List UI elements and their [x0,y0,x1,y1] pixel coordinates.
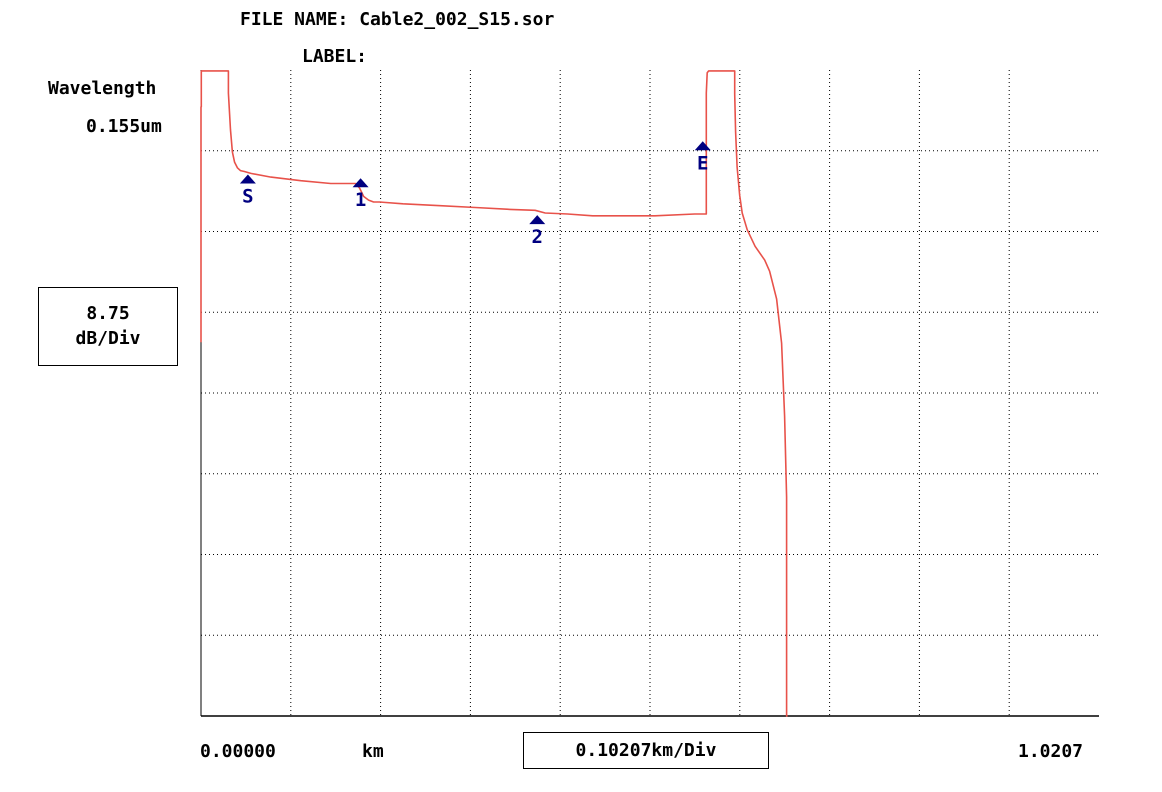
x-scale-box: 0.10207km/Div [523,732,769,769]
marker-s: S [239,174,256,208]
file-name-label: FILE NAME: [240,9,349,30]
marker-triangle [352,178,369,188]
marker-layer: S 1 2 E [239,141,711,248]
x-axis-end: 1.0207 [1018,741,1084,762]
y-scale-value: 8.75 [86,303,130,325]
marker-1: 1 [352,178,369,211]
grid-lines [201,70,1099,716]
label-label: LABEL: [302,46,368,67]
marker-label: 2 [532,226,543,248]
label-line: LABEL: [302,48,367,66]
file-name-value: Cable2_002_S15.sor [359,9,555,30]
trace-line [200,70,788,717]
marker-triangle [694,141,711,151]
file-name-line: FILE NAME: Cable2_002_S15.sor [240,11,554,29]
marker-2: 2 [529,215,546,248]
y-scale-unit: dB/Div [75,327,141,349]
marker-e: E [694,141,711,174]
marker-triangle [239,174,256,184]
wavelength-value: 0.155um [86,116,162,137]
marker-label: E [697,152,708,174]
x-axis-unit: km [362,741,384,762]
marker-label: S [242,186,253,208]
marker-label: 1 [355,189,366,211]
x-axis-start: 0.00000 [200,741,276,762]
y-scale-box: 8.75 dB/Div [38,287,178,366]
marker-triangle [529,215,546,225]
wavelength-label: Wavelength [48,78,157,99]
trace-layer [200,70,788,717]
